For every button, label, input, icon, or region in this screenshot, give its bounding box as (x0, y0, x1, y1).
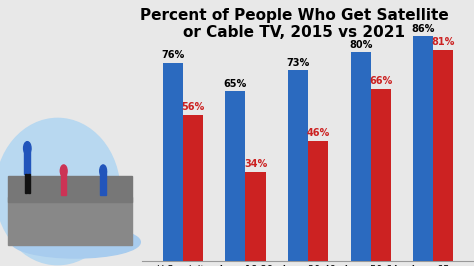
Bar (413, 36, 433, 261)
Text: Percent of People Who Get Satellite
or Cable TV, 2015 vs 2021: Percent of People Who Get Satellite or C… (139, 8, 448, 40)
Bar (308, 141, 328, 261)
Bar (183, 115, 203, 261)
Bar (8, 197, 132, 245)
Bar (25, 174, 27, 193)
Bar (27, 174, 30, 193)
Text: 56%: 56% (181, 102, 205, 112)
Bar (226, 91, 246, 261)
Text: 46%: 46% (307, 128, 330, 138)
Text: 73%: 73% (286, 58, 310, 68)
Bar (288, 70, 308, 261)
Bar (8, 176, 132, 202)
Circle shape (60, 165, 67, 177)
Text: 80%: 80% (349, 40, 373, 49)
Bar (100, 171, 106, 195)
Text: 76%: 76% (161, 50, 184, 60)
Text: 34%: 34% (244, 159, 267, 169)
Bar (246, 172, 265, 261)
Bar (371, 89, 391, 261)
Bar (24, 148, 30, 174)
Ellipse shape (11, 226, 140, 258)
Ellipse shape (0, 118, 120, 265)
Bar (61, 171, 66, 195)
Text: 86%: 86% (411, 24, 435, 34)
Text: 81%: 81% (432, 37, 455, 47)
Text: 66%: 66% (369, 76, 392, 86)
Circle shape (24, 142, 31, 155)
Bar (351, 52, 371, 261)
Text: 65%: 65% (224, 79, 247, 89)
Circle shape (100, 165, 107, 177)
Bar (163, 63, 183, 261)
Bar (433, 49, 453, 261)
